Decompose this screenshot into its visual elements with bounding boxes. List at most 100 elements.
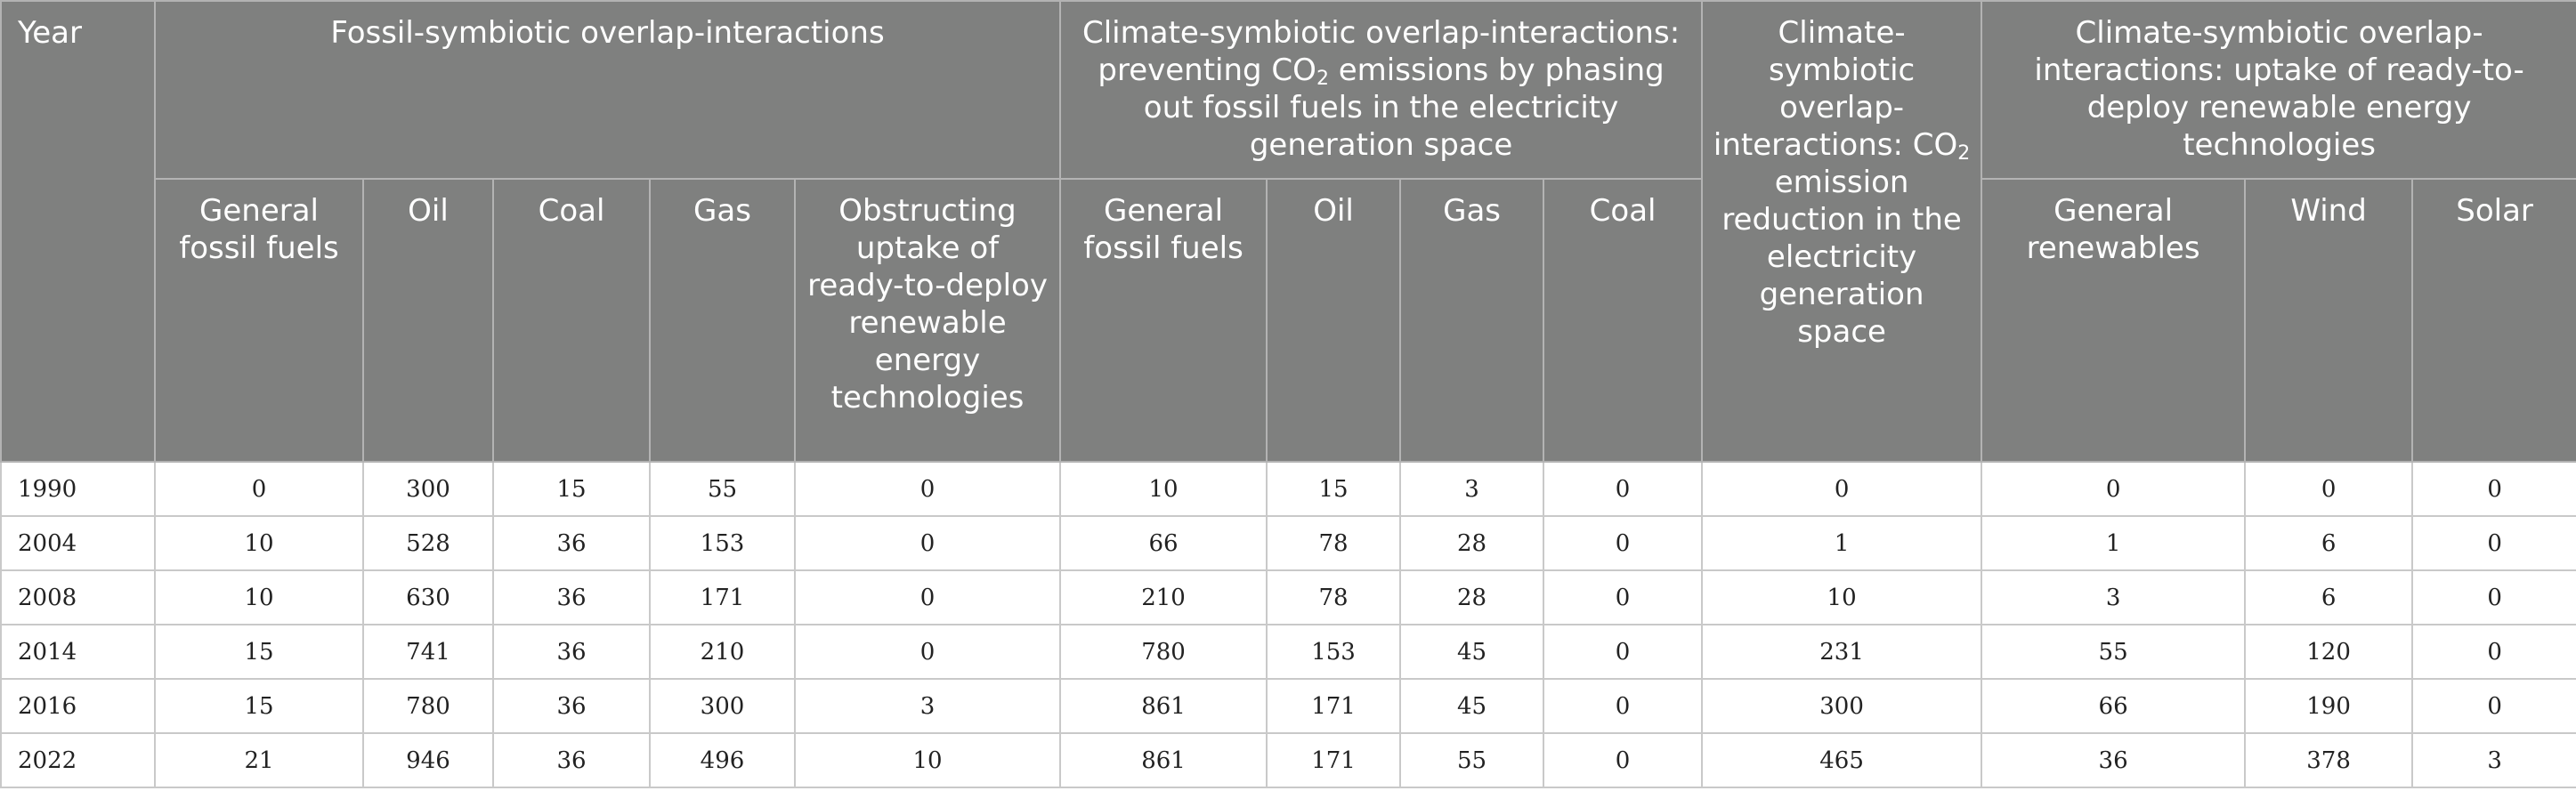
cell-value: 861 [1059, 732, 1268, 788]
table-row: 2008 10 630 36 171 0 210 78 28 0 10 3 6 … [0, 569, 2576, 625]
cell-value: 0 [1543, 678, 1704, 734]
cell-value: 120 [2244, 624, 2414, 680]
cell-value: 15 [492, 461, 651, 517]
cell-value: 630 [362, 569, 494, 625]
cell-value: 0 [793, 461, 1062, 517]
cell-value: 55 [1399, 732, 1545, 788]
cell-value: 36 [492, 624, 651, 680]
cell-value: 780 [362, 678, 494, 734]
cell-value: 741 [362, 624, 494, 680]
cell-year: 1990 [0, 461, 156, 517]
cell-value: 0 [2411, 678, 2576, 734]
cell-value: 465 [1701, 732, 1983, 788]
cell-year: 2022 [0, 732, 156, 788]
cell-value: 0 [1543, 515, 1704, 571]
cell-value: 78 [1266, 569, 1402, 625]
header-prevent-oil: Oil [1266, 178, 1402, 463]
cell-value: 78 [1266, 515, 1402, 571]
cell-value: 10 [1701, 569, 1983, 625]
cell-value: 45 [1399, 678, 1545, 734]
header-group-uptake: Climate-symbiotic overlap-interactions: … [1981, 0, 2576, 180]
cell-value: 10 [1059, 461, 1268, 517]
cell-value: 0 [2411, 515, 2576, 571]
header-group-prevent-pre: Climate-symbiotic overlap-interactions: … [1081, 15, 1681, 88]
header-fossil-obstructing: Obstructing uptake of ready-to-deploy re… [793, 178, 1062, 463]
cell-value: 171 [1266, 732, 1402, 788]
cell-value: 1 [1701, 515, 1983, 571]
cell-value: 153 [649, 515, 796, 571]
header-row-groups: Year Fossil-symbiotic overlap-interactio… [0, 0, 2576, 463]
header-prevent-coal: Coal [1543, 178, 1704, 463]
cell-value: 0 [1543, 732, 1704, 788]
cell-value: 0 [793, 624, 1062, 680]
cell-value: 3 [793, 678, 1062, 734]
cell-value: 153 [1266, 624, 1402, 680]
cell-value: 3 [1399, 461, 1545, 517]
cell-year: 2008 [0, 569, 156, 625]
header-group-prevent-sub: 2 [1316, 68, 1329, 90]
cell-value: 190 [2244, 678, 2414, 734]
cell-value: 0 [793, 569, 1062, 625]
header-group-fossil: Fossil-symbiotic overlap-interactions [153, 0, 1062, 180]
header-fossil-oil: Oil [362, 178, 494, 463]
cell-value: 0 [2244, 461, 2414, 517]
cell-year: 2014 [0, 624, 156, 680]
cell-value: 15 [1266, 461, 1402, 517]
table-row: 2014 15 741 36 210 0 780 153 45 0 231 55… [0, 624, 2576, 680]
header-group-reduction-sub: 2 [1957, 142, 1971, 165]
cell-value: 0 [1543, 569, 1704, 625]
table-row: 2016 15 780 36 300 3 861 171 45 0 300 66… [0, 678, 2576, 734]
cell-value: 171 [1266, 678, 1402, 734]
header-row-columns: General fossil fuels Oil Coal Gas Obstru… [1, 178, 2576, 463]
cell-value: 0 [2411, 569, 2576, 625]
header-prevent-gas: Gas [1399, 178, 1545, 463]
cell-value: 946 [362, 732, 494, 788]
cell-value: 210 [649, 624, 796, 680]
header-group-prevent: Climate-symbiotic overlap-interactions: … [1059, 0, 1704, 180]
cell-value: 36 [492, 569, 651, 625]
header-prevent-general: General fossil fuels [1059, 178, 1268, 463]
cell-value: 378 [2244, 732, 2414, 788]
cell-value: 66 [1059, 515, 1268, 571]
cell-value: 1 [1981, 515, 2247, 571]
cell-value: 300 [1701, 678, 1983, 734]
cell-value: 36 [1981, 732, 2247, 788]
cell-value: 10 [154, 569, 364, 625]
cell-value: 171 [649, 569, 796, 625]
cell-value: 0 [1701, 461, 1983, 517]
cell-value: 861 [1059, 678, 1268, 734]
cell-value: 36 [492, 515, 651, 571]
cell-value: 0 [1543, 624, 1704, 680]
header-group-reduction-pre: Climate-symbiotic overlap-interactions: … [1713, 15, 1958, 163]
cell-value: 0 [1543, 461, 1704, 517]
cell-value: 780 [1059, 624, 1268, 680]
cell-value: 210 [1059, 569, 1268, 625]
header-uptake-general: General renewables [1981, 178, 2247, 463]
cell-value: 36 [492, 678, 651, 734]
cell-value: 6 [2244, 515, 2414, 571]
cell-value: 28 [1399, 515, 1545, 571]
cell-value: 3 [1981, 569, 2247, 625]
header-fossil-general: General fossil fuels [154, 178, 364, 463]
header-uptake-solar: Solar [2411, 178, 2576, 463]
cell-value: 21 [154, 732, 364, 788]
header-group-reduction-post: emission reduction in the electricity ge… [1721, 165, 1962, 350]
cell-value: 15 [154, 678, 364, 734]
cell-value: 55 [649, 461, 796, 517]
cell-value: 300 [362, 461, 494, 517]
cell-value: 66 [1981, 678, 2247, 734]
cell-value: 528 [362, 515, 494, 571]
cell-value: 55 [1981, 624, 2247, 680]
cell-value: 496 [649, 732, 796, 788]
cell-value: 0 [154, 461, 364, 517]
cell-value: 300 [649, 678, 796, 734]
cell-value: 36 [492, 732, 651, 788]
table-row: 2004 10 528 36 153 0 66 78 28 0 1 1 6 0 [0, 515, 2576, 571]
cell-value: 0 [1981, 461, 2247, 517]
header-year: Year [0, 0, 156, 463]
data-table: Year Fossil-symbiotic overlap-interactio… [0, 0, 2576, 788]
cell-value: 10 [793, 732, 1062, 788]
cell-value: 0 [2411, 461, 2576, 517]
cell-value: 231 [1701, 624, 1983, 680]
cell-value: 28 [1399, 569, 1545, 625]
